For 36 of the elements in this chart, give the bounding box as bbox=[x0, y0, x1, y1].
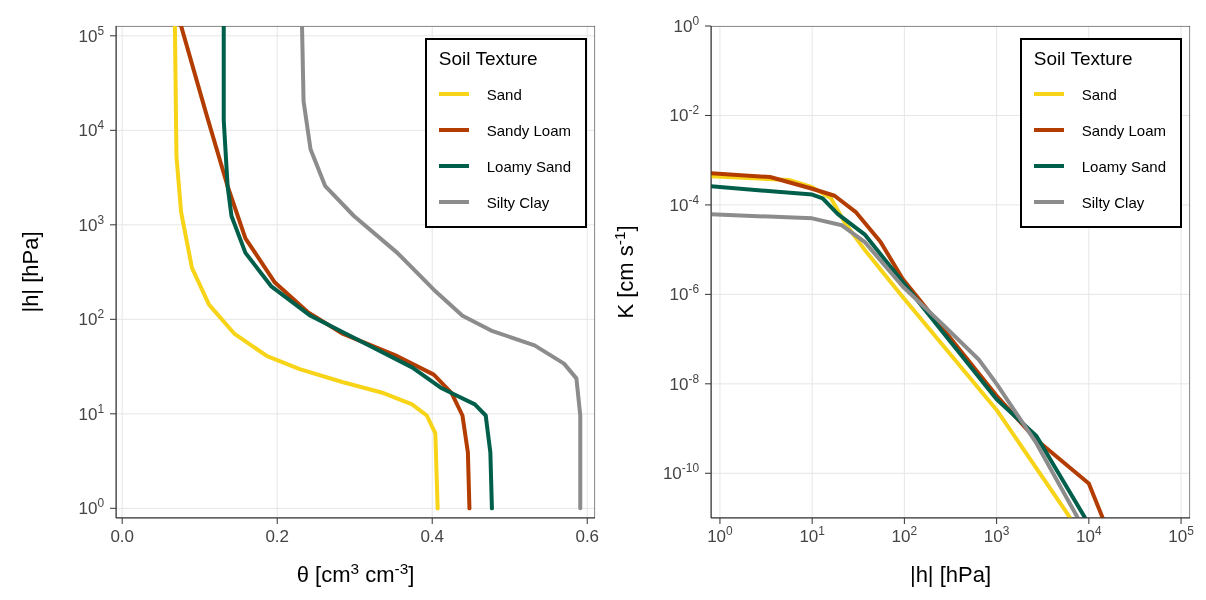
legend-title: Soil Texture bbox=[1033, 48, 1134, 70]
x-tick-label: 0.0 bbox=[110, 527, 135, 546]
y-tick-label: 10$^{3}$ bbox=[78, 212, 105, 235]
legend-label: Loamy Sand bbox=[486, 157, 571, 175]
y-tick-label: 10$^{5}$ bbox=[78, 23, 105, 46]
x-tick-label: 10$^{0}$ bbox=[707, 524, 734, 546]
x-tick-label: 0.4 bbox=[420, 527, 445, 546]
x-tick-label: 0.6 bbox=[575, 527, 600, 546]
legend-label: Sandy Loam bbox=[1081, 121, 1166, 139]
legend-label: Loamy Sand bbox=[1081, 157, 1166, 175]
x-tick-label: 10$^{2}$ bbox=[891, 524, 918, 546]
x-tick-label: 0.2 bbox=[265, 527, 290, 546]
y-axis-title: |h| [hPa] bbox=[18, 231, 43, 313]
legend-label: Sandy Loam bbox=[486, 121, 571, 139]
y-tick-label: 10$^{-10}$ bbox=[662, 461, 700, 484]
legend-label: Sand bbox=[1081, 85, 1117, 103]
x-tick-label: 10$^{5}$ bbox=[1168, 524, 1195, 546]
y-tick-label: 10$^{-2}$ bbox=[669, 103, 700, 126]
legend-label: Silty Clay bbox=[1081, 193, 1145, 211]
y-tick-label: 10$^{2}$ bbox=[78, 307, 105, 330]
y-tick-label: 10$^{0}$ bbox=[673, 14, 700, 36]
x-axis-title: θ [cm$^{3}$ cm$^{-3}$] bbox=[296, 559, 415, 587]
y-tick-label: 10$^{1}$ bbox=[78, 401, 105, 424]
line-series bbox=[300, 26, 583, 511]
legend-title: Soil Texture bbox=[438, 48, 539, 70]
x-tick-label: 10$^{3}$ bbox=[983, 524, 1010, 546]
x-tick-label: 10$^{4}$ bbox=[1076, 524, 1102, 546]
legend-label: Silty Clay bbox=[486, 193, 550, 211]
y-tick-label: 10$^{0}$ bbox=[78, 496, 105, 519]
y-tick-label: 10$^{4}$ bbox=[78, 118, 105, 141]
x-tick-label: 10$^{1}$ bbox=[799, 524, 826, 546]
legend-label: Sand bbox=[486, 85, 522, 103]
y-tick-label: 10$^{-8}$ bbox=[669, 371, 700, 394]
y-tick-label: 10$^{-4}$ bbox=[669, 192, 700, 215]
x-axis-title: |h| [hPa] bbox=[909, 562, 992, 587]
y-tick-label: 10$^{-6}$ bbox=[669, 282, 700, 305]
